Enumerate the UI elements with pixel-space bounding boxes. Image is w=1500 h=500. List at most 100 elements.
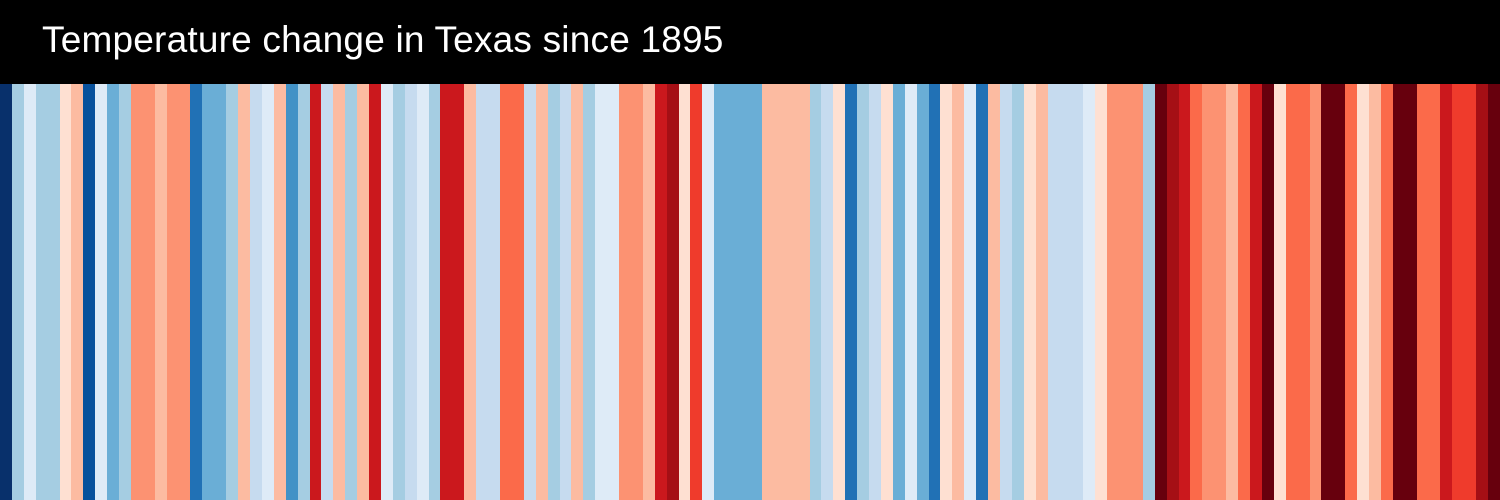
- stripe-2010: [1369, 84, 1382, 500]
- stripe-2015: [1429, 84, 1441, 500]
- stripe-1969: [881, 84, 894, 500]
- stripe-2000: [1250, 84, 1263, 500]
- stripe-1906: [131, 84, 144, 500]
- warming-stripes-chart: [0, 84, 1500, 500]
- stripe-1934: [464, 84, 477, 500]
- stripe-1980: [1012, 84, 1025, 500]
- stripe-1951: [667, 84, 680, 500]
- stripe-1975: [952, 84, 965, 500]
- stripe-1962: [798, 84, 811, 500]
- stripe-1944: [583, 84, 596, 500]
- stripe-1922: [321, 84, 334, 500]
- stripe-1964: [821, 84, 834, 500]
- chart-title: Temperature change in Texas since 1895: [42, 19, 724, 60]
- stripe-1907: [143, 84, 156, 500]
- stripe-1961: [786, 84, 799, 500]
- stripe-1895: [0, 84, 13, 500]
- stripe-1982: [1036, 84, 1049, 500]
- stripe-1899: [48, 84, 61, 500]
- stripe-1917: [262, 84, 275, 500]
- stripe-1925: [357, 84, 370, 500]
- stripe-1985: [1071, 84, 1084, 500]
- stripe-2004: [1298, 84, 1311, 500]
- stripe-2005: [1310, 84, 1322, 500]
- stripe-1996: [1202, 84, 1215, 500]
- stripe-1937: [500, 84, 513, 500]
- stripe-1965: [833, 84, 846, 500]
- stripe-1997: [1214, 84, 1227, 500]
- stripe-1908: [155, 84, 168, 500]
- stripe-1981: [1024, 84, 1037, 500]
- stripe-1949: [643, 84, 656, 500]
- stripe-1924: [345, 84, 358, 500]
- stripe-1930: [417, 84, 430, 500]
- stripe-1940: [536, 84, 549, 500]
- stripe-1990: [1131, 84, 1144, 500]
- stripe-1957: [738, 84, 751, 500]
- stripe-1978: [988, 84, 1001, 500]
- stripe-1963: [810, 84, 822, 500]
- stripe-1916: [250, 84, 263, 500]
- stripe-1943: [571, 84, 584, 500]
- stripe-1994: [1179, 84, 1191, 500]
- stripe-1956: [726, 84, 739, 500]
- stripe-1946: [607, 84, 620, 500]
- stripe-1921: [310, 84, 322, 500]
- stripe-1896: [12, 84, 25, 500]
- stripe-1971: [905, 84, 918, 500]
- stripe-1905: [119, 84, 132, 500]
- stripe-1995: [1190, 84, 1203, 500]
- stripe-1952: [679, 84, 691, 500]
- stripe-1904: [107, 84, 120, 500]
- stripe-1913: [214, 84, 227, 500]
- stripe-1968: [869, 84, 882, 500]
- stripe-1897: [24, 84, 37, 500]
- stripe-2011: [1381, 84, 1394, 500]
- stripe-1901: [71, 84, 84, 500]
- stripe-1911: [190, 84, 203, 500]
- stripe-1992: [1155, 84, 1168, 500]
- stripe-2013: [1405, 84, 1418, 500]
- stripe-1927: [381, 84, 394, 500]
- stripe-1903: [95, 84, 108, 500]
- stripe-1953: [690, 84, 703, 500]
- stripe-1919: [286, 84, 299, 500]
- stripe-1948: [631, 84, 644, 500]
- stripe-1931: [429, 84, 441, 500]
- stripe-1935: [476, 84, 489, 500]
- stripe-1942: [560, 84, 572, 500]
- stripe-1958: [750, 84, 763, 500]
- stripe-1954: [702, 84, 715, 500]
- stripe-1993: [1167, 84, 1180, 500]
- stripe-1977: [976, 84, 989, 500]
- stripe-1947: [619, 84, 632, 500]
- stripe-2016: [1440, 84, 1453, 500]
- stripe-2006: [1321, 84, 1334, 500]
- stripe-1983: [1048, 84, 1061, 500]
- stripe-1974: [940, 84, 953, 500]
- stripe-2009: [1357, 84, 1370, 500]
- stripe-2018: [1464, 84, 1477, 500]
- stripe-2003: [1286, 84, 1299, 500]
- stripe-1926: [369, 84, 382, 500]
- stripe-1898: [36, 84, 49, 500]
- stripe-1938: [512, 84, 525, 500]
- stripe-1929: [405, 84, 418, 500]
- stripe-1959: [762, 84, 775, 500]
- stripe-1945: [595, 84, 608, 500]
- stripe-2001: [1262, 84, 1275, 500]
- stripe-1936: [488, 84, 501, 500]
- stripe-1988: [1107, 84, 1120, 500]
- stripe-1970: [893, 84, 906, 500]
- stripe-1989: [1119, 84, 1132, 500]
- stripe-1933: [452, 84, 465, 500]
- stripe-1973: [929, 84, 941, 500]
- stripe-1976: [964, 84, 977, 500]
- stripe-1900: [60, 84, 72, 500]
- stripe-1902: [83, 84, 96, 500]
- stripe-1939: [524, 84, 537, 500]
- stripe-1918: [274, 84, 287, 500]
- stripe-1987: [1095, 84, 1108, 500]
- stripe-1915: [238, 84, 251, 500]
- stripe-1910: [179, 84, 191, 500]
